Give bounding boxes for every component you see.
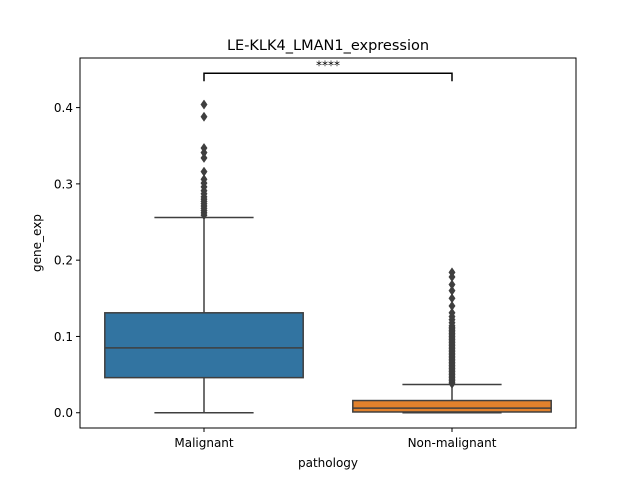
y-tick-label: 0.0	[54, 406, 73, 420]
outlier-point	[448, 285, 456, 296]
significance-label: ****	[316, 58, 340, 72]
x-tick-label: Malignant	[174, 436, 234, 450]
chart-title: LE-KLK4_LMAN1_expression	[227, 38, 429, 54]
y-axis-label: gene_exp	[30, 214, 44, 272]
significance-bracket	[203, 72, 453, 82]
outlier-point	[448, 307, 456, 318]
outlier-point	[200, 166, 208, 177]
y-tick-label: 0.1	[54, 330, 73, 344]
outlier-point	[448, 300, 456, 311]
outlier-point	[200, 142, 208, 154]
box-group-malignant	[104, 99, 304, 414]
outlier-point	[448, 279, 456, 290]
y-tick-label: 0.3	[54, 177, 73, 191]
iqr-box	[352, 399, 552, 413]
plot-area: ****	[104, 58, 552, 414]
x-tick-label: Non-malignant	[408, 436, 497, 450]
box-group-non-malignant	[352, 267, 552, 414]
outlier-point	[448, 267, 456, 278]
outlier-point	[200, 174, 208, 185]
axes-frame	[79, 57, 577, 429]
outlier-point	[200, 111, 208, 122]
iqr-box	[104, 312, 304, 379]
y-tick-label: 0.2	[54, 254, 73, 268]
y-tick-label: 0.4	[54, 101, 73, 115]
outlier-point	[200, 152, 208, 163]
outlier-point	[448, 293, 456, 304]
x-axis-label: pathology	[298, 456, 358, 470]
outlier-point	[200, 99, 208, 110]
